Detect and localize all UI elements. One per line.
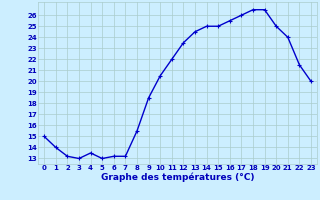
X-axis label: Graphe des températures (°C): Graphe des températures (°C) [101, 173, 254, 182]
